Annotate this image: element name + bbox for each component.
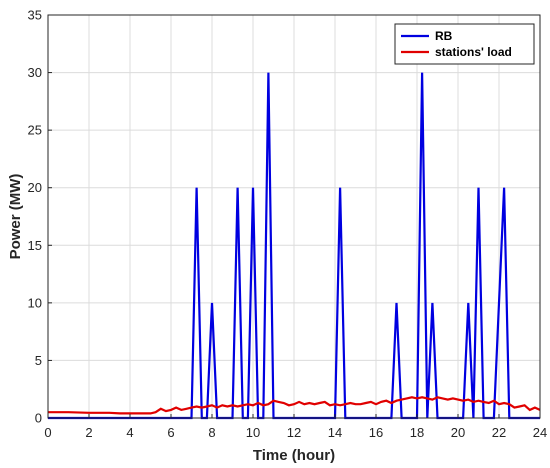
x-tick-label: 24	[533, 425, 547, 440]
y-tick-label: 35	[28, 8, 42, 23]
x-tick-label: 10	[246, 425, 260, 440]
x-tick-label: 0	[44, 425, 51, 440]
x-tick-label: 8	[208, 425, 215, 440]
x-tick-label: 14	[328, 425, 342, 440]
y-tick-label: 25	[28, 123, 42, 138]
series-layer	[48, 72, 541, 420]
legend: RB stations' load	[394, 23, 535, 65]
y-tick-label: 5	[35, 353, 42, 368]
series-line-1	[48, 396, 541, 415]
x-tick-label: 20	[451, 425, 465, 440]
legend-label-1: stations' load	[435, 45, 512, 59]
y-tick-label: 15	[28, 238, 42, 253]
grid	[47, 14, 541, 419]
x-tick-label: 4	[126, 425, 133, 440]
y-axis-label: Power (MW)	[7, 174, 24, 260]
series-line-0	[48, 72, 540, 420]
x-tick-label: 16	[369, 425, 383, 440]
legend-label-0: RB	[435, 29, 453, 43]
x-tick-label: 12	[287, 425, 301, 440]
x-tick-label: 2	[85, 425, 92, 440]
y-tick-label: 10	[28, 295, 42, 310]
x-axis-label: Time (hour)	[253, 447, 335, 464]
y-tick-label: 30	[28, 65, 42, 80]
x-tick-label: 18	[410, 425, 424, 440]
x-tick-label: 6	[167, 425, 174, 440]
x-tick-label: 22	[492, 425, 506, 440]
legend-box	[394, 23, 535, 65]
y-tick-label: 20	[28, 180, 42, 195]
y-tick-label: 0	[35, 411, 42, 426]
